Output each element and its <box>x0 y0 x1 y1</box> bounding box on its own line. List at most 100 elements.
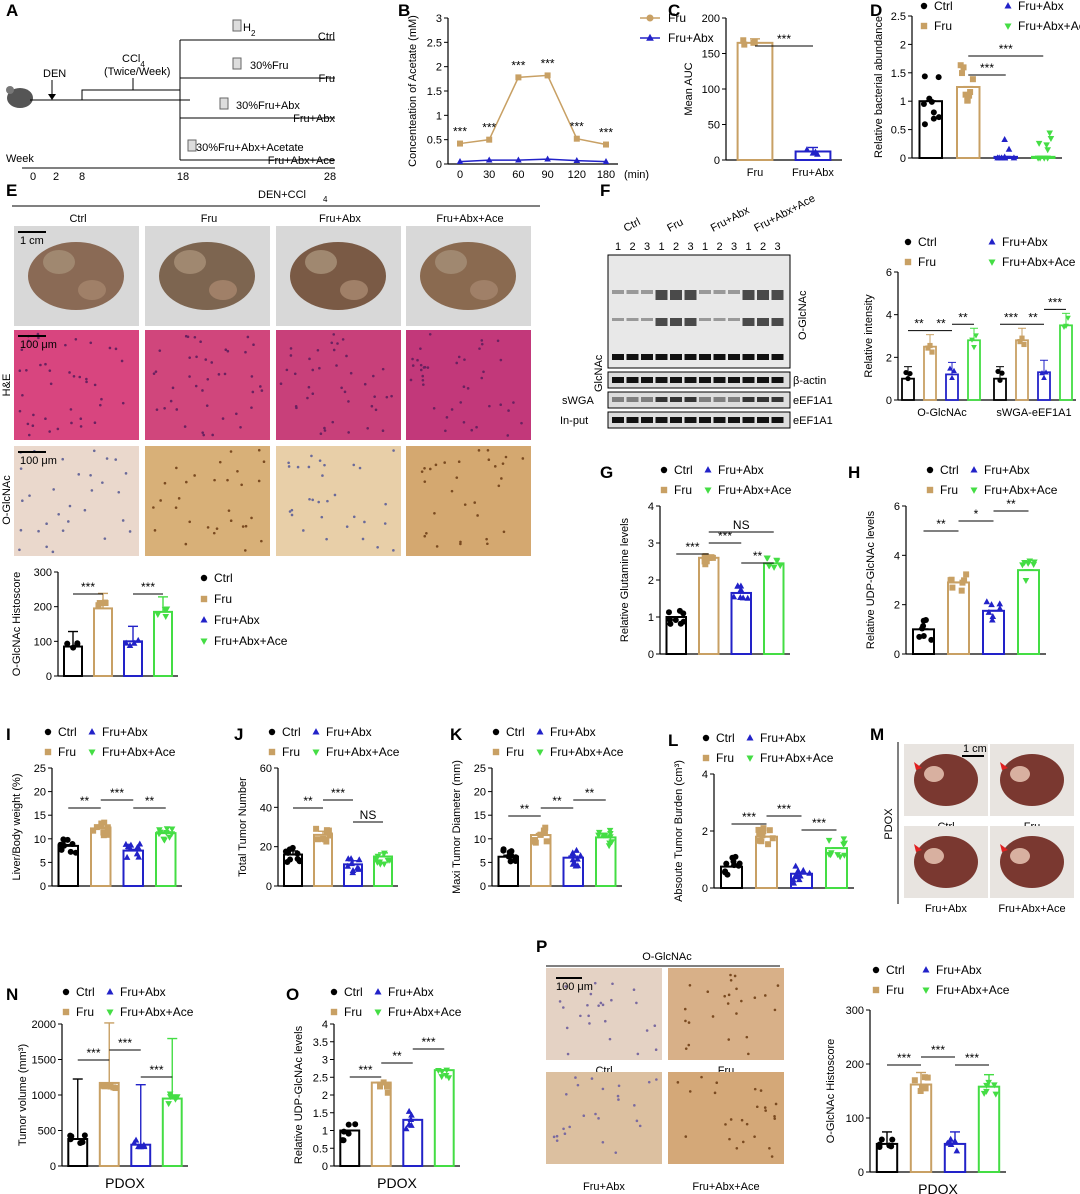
chart-C: 0 50 100 150 200 Mean AUC Fru Fru+Abx *** <box>683 13 842 179</box>
blot-band <box>612 377 624 383</box>
ihc-nucleus <box>61 529 65 532</box>
ihc-nucleus <box>229 519 233 523</box>
red-arrow-icon <box>1000 844 1008 852</box>
significance-label: *** <box>812 816 826 830</box>
significance-label: *** <box>81 580 95 594</box>
ihc-nucleus <box>262 460 266 463</box>
y-tick-label: 200 <box>702 13 720 25</box>
data-point <box>935 114 942 121</box>
data-point <box>750 39 757 46</box>
data-point <box>508 852 515 859</box>
he-image <box>145 330 270 440</box>
data-point <box>809 149 817 156</box>
he-nucleus <box>306 396 309 400</box>
he-nucleus <box>204 358 208 361</box>
significance-label: *** <box>718 529 732 543</box>
ihc-nucleus <box>21 499 24 502</box>
p-nucleus <box>601 1140 605 1144</box>
data-point <box>935 74 942 81</box>
blot-band <box>713 397 726 402</box>
ihc-nucleus <box>290 513 294 517</box>
ihc-nucleus <box>423 480 427 483</box>
x-tick-label: 60 <box>512 169 524 181</box>
he-nucleus <box>421 374 425 378</box>
ihc-nucleus <box>434 463 438 467</box>
ihc-nucleus <box>318 459 322 462</box>
he-nucleus <box>450 408 454 411</box>
left-label: GlcNAc <box>593 354 605 392</box>
group-label: Ctrl <box>318 31 335 43</box>
data-point <box>989 616 996 623</box>
data-point <box>666 616 673 623</box>
data-point <box>287 856 294 863</box>
ihc-nucleus <box>320 515 324 519</box>
legend-label: Fru+Abx+Ace <box>550 745 624 759</box>
significance-label: *** <box>777 802 791 816</box>
ihc-nucleus <box>487 458 491 462</box>
data-point <box>445 1075 453 1082</box>
data-point <box>996 600 1004 607</box>
he-nucleus <box>459 401 463 404</box>
he-nucleus <box>480 339 484 342</box>
data-point <box>166 834 173 841</box>
data-point <box>701 554 708 561</box>
data-point <box>758 838 765 845</box>
ihc-nucleus <box>174 506 178 509</box>
data-point <box>799 866 807 873</box>
data-point <box>323 838 330 845</box>
he-nucleus <box>470 428 474 432</box>
ihc-nucleus <box>52 488 55 491</box>
data-point <box>134 843 142 850</box>
he-nucleus <box>341 338 345 341</box>
legend-marker-fru <box>904 258 912 266</box>
lane-group-label: Fru <box>665 216 685 234</box>
he-nucleus <box>194 384 198 388</box>
blot-band <box>728 417 740 423</box>
he-nucleus <box>221 417 225 420</box>
data-point <box>953 1147 961 1154</box>
legend-label: Ctrl <box>506 725 525 739</box>
legend-marker-ctrl <box>872 966 880 974</box>
blot-band <box>713 417 726 423</box>
row-label-ihc: O-GlcNAc <box>1 475 13 525</box>
y-tick-label: 1.5 <box>427 86 442 98</box>
he-nucleus <box>335 364 338 367</box>
liver-lobe <box>470 280 498 300</box>
data-point <box>569 850 577 857</box>
ihc-nucleus <box>19 528 23 532</box>
p-nucleus <box>727 993 731 997</box>
p-nucleus <box>687 1021 691 1024</box>
data-point <box>61 837 68 844</box>
y-tick-label: 100 <box>846 1113 864 1125</box>
data-point <box>532 837 539 844</box>
blot-band <box>641 318 653 321</box>
data-point <box>600 832 607 839</box>
blot-band <box>699 318 711 321</box>
data-point <box>995 368 1001 375</box>
chart-N: 0 500 1000 1500 2000 Tumor volume (mm³) PDOX **… <box>17 1019 188 1191</box>
ihc-nucleus <box>455 476 459 479</box>
significance-label: ** <box>1028 310 1038 324</box>
legend-label: Ctrl <box>918 235 937 249</box>
data-point <box>759 832 766 839</box>
ihc-nucleus <box>45 545 48 549</box>
data-point <box>544 155 551 162</box>
p-nucleus <box>589 992 593 996</box>
data-point <box>680 610 687 617</box>
he-nucleus <box>311 368 315 372</box>
bar-fru-abx <box>943 1142 967 1174</box>
he-nucleus <box>374 408 378 412</box>
blot-o-glcnac <box>607 254 791 369</box>
ihc-nucleus <box>90 489 94 492</box>
significance-label: ** <box>1006 497 1016 511</box>
p-nucleus <box>603 1019 607 1023</box>
x-tick-label: Fru+Abx <box>792 167 834 179</box>
blot-band <box>757 318 769 326</box>
he-nucleus <box>246 335 250 339</box>
blot-band <box>771 377 784 383</box>
ihc-nucleus <box>521 457 525 460</box>
y-tick-label: 0 <box>40 881 46 893</box>
data-point <box>544 72 551 79</box>
